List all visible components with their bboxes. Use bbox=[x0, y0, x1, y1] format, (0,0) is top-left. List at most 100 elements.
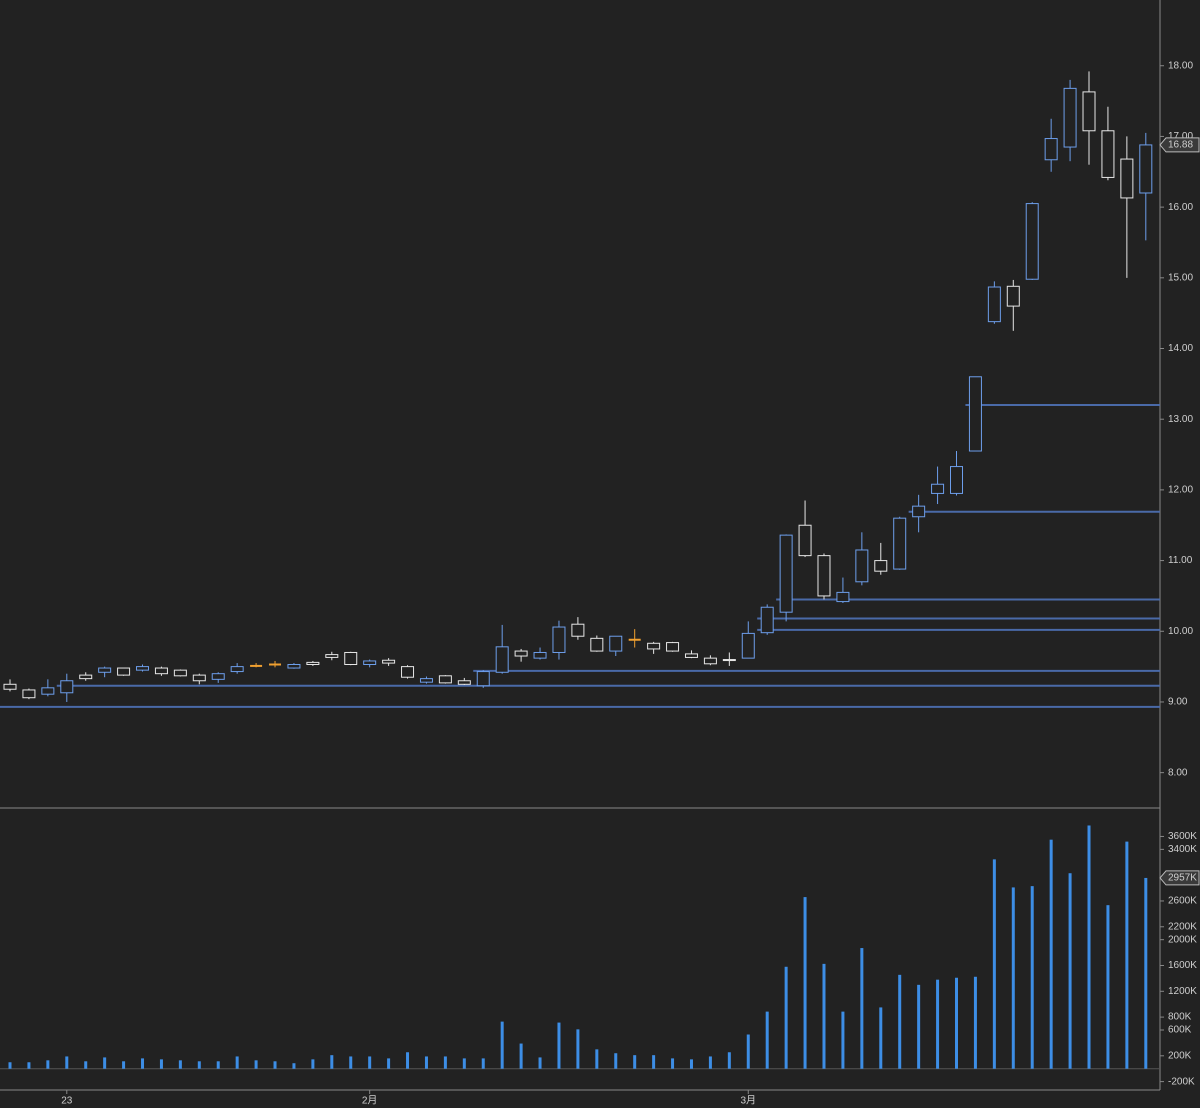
candle-body bbox=[495, 646, 509, 673]
candle-body bbox=[325, 654, 339, 658]
volume-bar bbox=[879, 1007, 883, 1069]
volume-bar bbox=[803, 897, 807, 1069]
volume-y-tick-label: 1600K bbox=[1168, 960, 1197, 971]
candle-body bbox=[344, 651, 358, 665]
candle-body bbox=[136, 666, 150, 671]
volume-bar bbox=[955, 977, 958, 1069]
candle-body bbox=[154, 667, 168, 675]
volume-bar bbox=[481, 1058, 485, 1069]
volume-bar bbox=[708, 1056, 712, 1069]
candle-body bbox=[60, 680, 74, 694]
candle-body bbox=[684, 653, 698, 658]
volume-y-tick-label: 3400K bbox=[1168, 844, 1197, 855]
candle-body bbox=[438, 675, 452, 684]
candle-body bbox=[533, 651, 547, 659]
volume-y-tick-label: 600K bbox=[1168, 1025, 1192, 1036]
volume-bar bbox=[822, 963, 826, 1069]
y-tick-label: 8.00 bbox=[1168, 767, 1188, 778]
y-tick-label: 13.00 bbox=[1168, 414, 1193, 425]
candle-body bbox=[287, 663, 301, 669]
volume-bar bbox=[689, 1059, 693, 1069]
volume-bar bbox=[254, 1060, 258, 1069]
volume-y-tick-label: 2000K bbox=[1168, 934, 1197, 945]
candle-body bbox=[1044, 138, 1058, 161]
candle-body bbox=[931, 483, 945, 494]
volume-bar bbox=[122, 1061, 126, 1069]
candle-body bbox=[722, 659, 736, 662]
volume-bar bbox=[917, 984, 921, 1069]
candle-body bbox=[1082, 91, 1096, 132]
volume-bar bbox=[595, 1049, 599, 1069]
volume-bar bbox=[936, 979, 940, 1069]
y-tick-label: 14.00 bbox=[1168, 343, 1193, 354]
volume-bar bbox=[8, 1062, 12, 1069]
volume-bar bbox=[349, 1056, 353, 1069]
volume-bar bbox=[424, 1056, 428, 1069]
candle-body bbox=[514, 650, 528, 657]
volume-bar bbox=[765, 1011, 769, 1069]
y-tick-label: 15.00 bbox=[1168, 272, 1193, 283]
volume-y-tick-label: -200K bbox=[1168, 1076, 1195, 1087]
candle-body bbox=[855, 549, 869, 583]
candle-body bbox=[22, 689, 36, 699]
volume-y-tick-label: 2200K bbox=[1168, 921, 1197, 932]
volume-bar bbox=[1125, 841, 1129, 1069]
volume-bar bbox=[784, 966, 788, 1069]
candle-body bbox=[211, 673, 225, 680]
volume-y-tick-label: 1200K bbox=[1168, 986, 1197, 997]
volume-bar bbox=[368, 1056, 372, 1069]
candle-body bbox=[779, 534, 793, 613]
candle-body bbox=[666, 642, 680, 652]
last-volume-label: 2957K bbox=[1168, 873, 1197, 884]
candle-body bbox=[3, 683, 17, 690]
candle-body bbox=[41, 687, 55, 695]
volume-bar bbox=[443, 1056, 447, 1069]
candle-body bbox=[912, 505, 926, 518]
volume-bar bbox=[1011, 887, 1015, 1069]
candle-body bbox=[1063, 87, 1077, 148]
volume-bar bbox=[538, 1057, 542, 1069]
candle-body bbox=[457, 680, 471, 685]
volume-bar bbox=[103, 1057, 107, 1069]
volume-bar bbox=[141, 1058, 145, 1069]
volume-bar bbox=[84, 1061, 88, 1069]
volume-bar bbox=[519, 1043, 523, 1069]
candle-body bbox=[117, 667, 131, 676]
candle-body bbox=[1120, 158, 1134, 199]
volume-bar bbox=[27, 1062, 31, 1069]
candle-body bbox=[382, 659, 396, 664]
candle-body bbox=[230, 666, 244, 673]
volume-bar bbox=[46, 1060, 50, 1069]
y-tick-label: 17.00 bbox=[1168, 131, 1193, 142]
volume-bar bbox=[235, 1056, 239, 1069]
y-tick-label: 18.00 bbox=[1168, 60, 1193, 71]
volume-bar bbox=[311, 1059, 315, 1069]
candle-body bbox=[590, 637, 604, 652]
volume-bar bbox=[727, 1052, 731, 1069]
volume-bar bbox=[671, 1058, 675, 1069]
volume-bar bbox=[898, 974, 902, 1069]
candle-body bbox=[817, 555, 831, 597]
volume-bar bbox=[1087, 825, 1091, 1069]
candle-body bbox=[968, 376, 982, 452]
candle-body bbox=[1006, 285, 1020, 307]
volume-bar bbox=[1068, 873, 1072, 1069]
candle-body bbox=[950, 466, 963, 494]
volume-bar bbox=[1049, 839, 1053, 1069]
volume-bar bbox=[197, 1061, 201, 1069]
last-volume-label-box bbox=[1159, 870, 1200, 886]
candle-body bbox=[192, 674, 206, 682]
candle-body bbox=[893, 517, 907, 570]
volume-bar bbox=[500, 1021, 504, 1069]
volume-bar bbox=[387, 1058, 391, 1069]
volume-bar bbox=[557, 1022, 561, 1069]
candle-body bbox=[306, 661, 320, 665]
volume-bar bbox=[992, 859, 996, 1069]
candle-body bbox=[476, 671, 490, 687]
volume-bar bbox=[1144, 877, 1148, 1069]
y-tick-label: 10.00 bbox=[1168, 626, 1193, 637]
candle-body bbox=[419, 678, 433, 683]
